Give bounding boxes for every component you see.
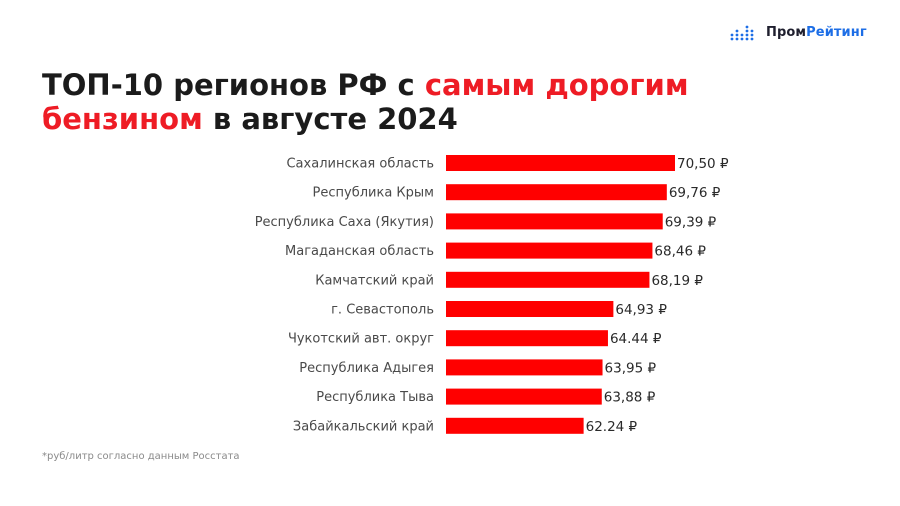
bar-6 [446, 301, 614, 317]
bar-3 [446, 213, 663, 230]
title-suffix: в августе 2024 [202, 102, 458, 136]
value-label-3: 69,39 ₽ [665, 214, 717, 230]
chart-title: ТОП-10 регионов РФ с самым дорогим бензи… [42, 68, 842, 136]
bar-10 [446, 417, 584, 434]
value-label-5: 68,19 ₽ [651, 273, 703, 289]
value-label-2: 69,76 ₽ [669, 185, 721, 201]
value-label-8: 63,95 ₽ [605, 360, 657, 376]
category-label-5: Камчатский край [315, 273, 434, 288]
value-label-10: 62.24 ₽ [586, 419, 638, 435]
value-label-7: 64.44 ₽ [610, 331, 662, 347]
category-label-10: Забайкальский край [293, 419, 434, 434]
bar-dots-logo-icon [730, 25, 754, 41]
category-label-3: Республика Саха (Якутия) [255, 215, 434, 230]
bar-4 [446, 242, 653, 259]
value-label-9: 63,88 ₽ [604, 390, 656, 406]
category-label-4: Магаданская область [285, 244, 434, 259]
category-label-8: Республика Адыгея [299, 361, 434, 376]
category-label-1: Сахалинская область [286, 157, 434, 172]
title-highlight: самым дорогим бензином [42, 68, 689, 136]
category-label-6: г. Севастополь [331, 303, 434, 318]
value-label-1: 70,50 ₽ [677, 156, 729, 172]
value-label-6: 64,93 ₽ [615, 302, 667, 318]
brand-name-part2: Рейтинг [806, 24, 867, 40]
brand-name: ПромРейтинг [766, 25, 867, 40]
brand-name-part1: Пром [766, 24, 807, 40]
bar-7 [446, 330, 608, 347]
bar-2 [446, 184, 667, 201]
bar-9 [446, 388, 602, 405]
bar-8 [446, 359, 603, 376]
value-label-4: 68,46 ₽ [654, 244, 706, 260]
category-label-2: Республика Крым [313, 186, 434, 201]
category-label-9: Республика Тыва [316, 390, 434, 405]
title-prefix: ТОП-10 регионов РФ с [42, 68, 425, 102]
category-label-7: Чукотский авт. округ [288, 332, 434, 347]
bar-1 [446, 155, 675, 171]
bar-5 [446, 271, 650, 288]
brand-logo: ПромРейтинг [730, 20, 867, 44]
footnote: *руб/литр согласно данным Росстата [42, 451, 240, 462]
